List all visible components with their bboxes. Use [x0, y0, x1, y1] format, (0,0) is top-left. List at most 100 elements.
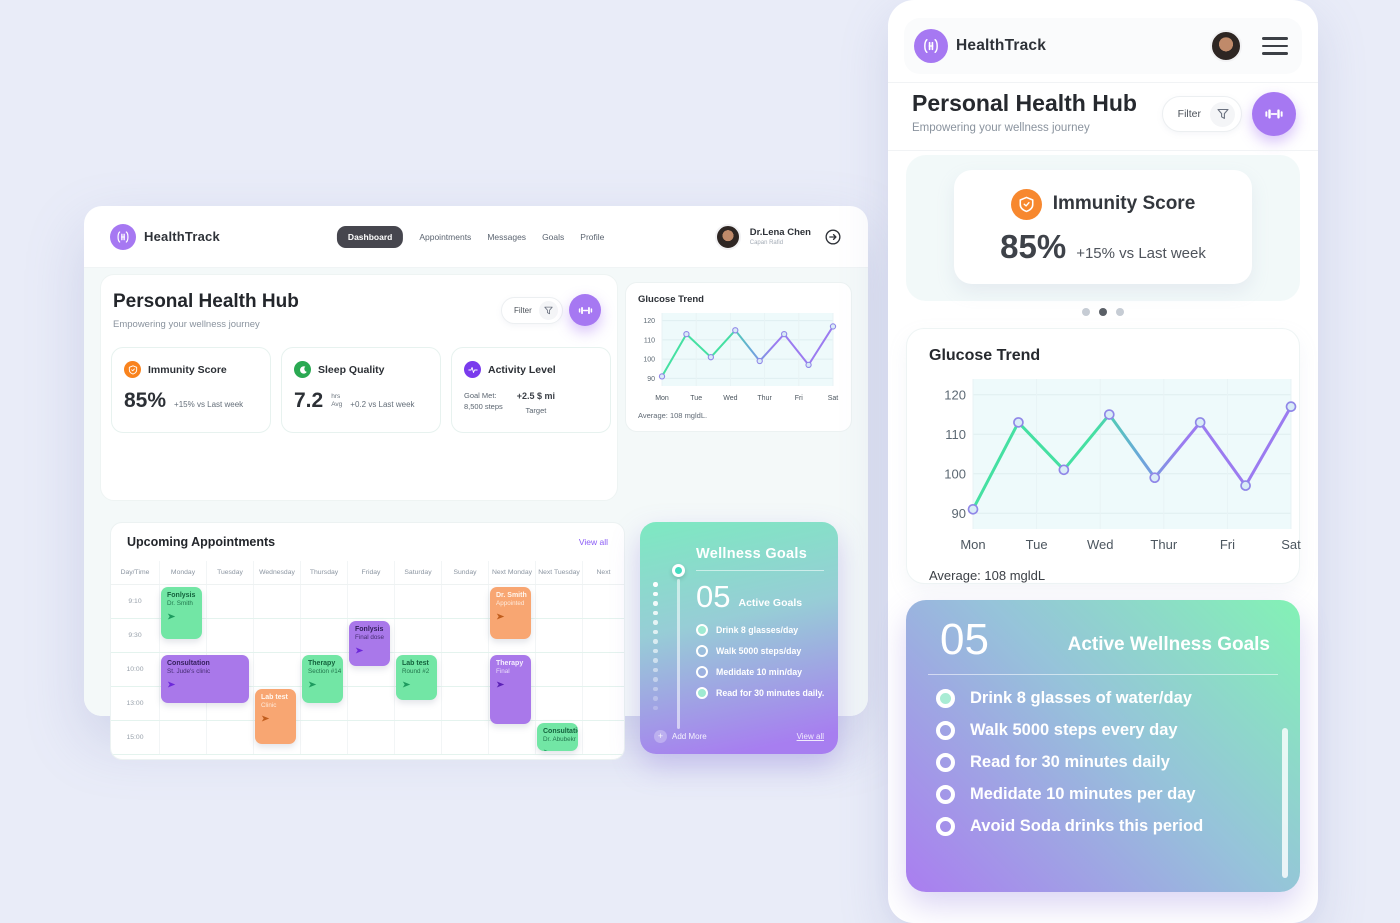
calendar-cell[interactable]	[582, 721, 624, 754]
menu-icon[interactable]	[1258, 33, 1292, 58]
appointment-card[interactable]: Therapy Final	[490, 655, 531, 724]
goal-item[interactable]: Drink 8 glasses of water/day	[936, 689, 1270, 708]
activity-level-card[interactable]: Activity Level Goal Met: 8,500 steps +2.…	[451, 347, 611, 433]
calendar-cell[interactable]	[394, 585, 441, 618]
calendar-cell[interactable]	[347, 687, 394, 720]
goal-item[interactable]: Medidate 10 min/day	[696, 666, 824, 678]
immunity-score-card[interactable]: Immunity Score 85% +15% vs Last week	[111, 347, 271, 433]
appointment-card[interactable]: Dr. Smith Appointed	[490, 587, 531, 639]
goal-unchecked-icon[interactable]	[696, 645, 708, 657]
calendar-cell[interactable]	[535, 721, 582, 754]
goal-item[interactable]: Walk 5000 steps every day	[936, 721, 1270, 740]
logout-icon[interactable]	[824, 228, 842, 246]
quick-action-button[interactable]	[569, 294, 601, 326]
goal-item[interactable]: Drink 8 glasses/day	[696, 624, 824, 636]
calendar-cell[interactable]	[300, 687, 347, 720]
goal-unchecked-icon[interactable]	[936, 785, 955, 804]
calendar-cell[interactable]	[535, 585, 582, 618]
appointments-view-all-link[interactable]: View all	[578, 537, 608, 547]
calendar-cell[interactable]	[347, 721, 394, 754]
calendar-cell[interactable]	[300, 619, 347, 652]
calendar-cell[interactable]	[394, 653, 441, 686]
calendar-cell[interactable]	[488, 653, 535, 686]
appointment-card[interactable]: Lab test Clinic	[255, 689, 296, 745]
goal-item[interactable]: Read for 30 minutes daily	[936, 753, 1270, 772]
calendar-cell[interactable]	[253, 585, 300, 618]
filter-button[interactable]: Filter	[501, 297, 563, 324]
calendar-cell[interactable]	[159, 653, 206, 686]
calendar-cell[interactable]	[582, 687, 624, 720]
add-more-button[interactable]: + Add More	[654, 730, 707, 743]
calendar-cell[interactable]	[300, 585, 347, 618]
calendar-cell[interactable]	[206, 721, 253, 754]
goal-item[interactable]: Read for 30 minutes daily.	[696, 687, 824, 699]
appointment-card[interactable]: Fonlysis Final dose	[349, 621, 390, 666]
quick-action-button[interactable]	[1252, 92, 1296, 136]
calendar-cell[interactable]	[535, 653, 582, 686]
nav-item-dashboard[interactable]: Dashboard	[336, 225, 404, 248]
goal-item[interactable]: Medidate 10 minutes per day	[936, 785, 1270, 804]
nav-item-appointments[interactable]: Appointments	[419, 231, 472, 242]
calendar-cell[interactable]	[441, 585, 488, 618]
calendar-cell[interactable]	[394, 687, 441, 720]
stats-carousel[interactable]: Immunity Score 85% +15% vs Last week	[906, 155, 1300, 301]
calendar-cell[interactable]	[253, 619, 300, 652]
scrollbar[interactable]	[1282, 728, 1288, 878]
calendar-cell[interactable]	[488, 585, 535, 618]
appointment-card[interactable]: Fonlysis Dr. Smith	[161, 587, 202, 639]
calendar-cell[interactable]	[582, 653, 624, 686]
goal-unchecked-icon[interactable]	[936, 721, 955, 740]
calendar-cell[interactable]	[347, 585, 394, 618]
filter-button[interactable]: Filter	[1161, 96, 1242, 132]
appointment-card[interactable]: Therapy Section #14	[302, 655, 343, 704]
calendar-cell[interactable]	[347, 653, 394, 686]
calendar-cell[interactable]	[206, 585, 253, 618]
sleep-quality-card[interactable]: Sleep Quality 7.2 hrs Avg +0.2 vs Last w…	[281, 347, 441, 433]
calendar-cell[interactable]	[347, 619, 394, 652]
calendar-cell[interactable]	[159, 687, 206, 720]
goal-item[interactable]: Walk 5000 steps/day	[696, 645, 824, 657]
calendar-cell[interactable]	[488, 687, 535, 720]
nav-item-messages[interactable]: Messages	[487, 231, 527, 242]
calendar-cell[interactable]	[253, 721, 300, 754]
calendar-cell[interactable]	[394, 721, 441, 754]
calendar-cell[interactable]	[488, 721, 535, 754]
user-menu[interactable]: Dr.Lena Chen Capan Rafid	[714, 223, 842, 250]
calendar-cell[interactable]	[441, 619, 488, 652]
calendar-cell[interactable]	[441, 687, 488, 720]
immunity-score-card[interactable]: Immunity Score 85% +15% vs Last week	[954, 170, 1252, 284]
goal-checked-icon[interactable]	[696, 687, 708, 699]
calendar-cell[interactable]	[206, 687, 253, 720]
calendar-cell[interactable]	[253, 687, 300, 720]
appointment-card[interactable]: ConsultationDr. Abubekr	[537, 723, 578, 751]
avatar[interactable]	[1210, 30, 1242, 62]
calendar-cell[interactable]	[206, 619, 253, 652]
carousel-dot[interactable]	[1082, 308, 1090, 316]
calendar-cell[interactable]	[535, 687, 582, 720]
calendar-cell[interactable]	[300, 721, 347, 754]
calendar-cell[interactable]	[488, 619, 535, 652]
calendar-cell[interactable]	[535, 619, 582, 652]
calendar-cell[interactable]	[159, 585, 206, 618]
calendar-cell[interactable]	[159, 619, 206, 652]
goal-checked-icon[interactable]	[936, 689, 955, 708]
app-logo[interactable]: HealthTrack	[110, 223, 220, 250]
goal-unchecked-icon[interactable]	[936, 753, 955, 772]
goals-view-all-link[interactable]: View all	[796, 732, 824, 741]
goal-item[interactable]: Avoid Soda drinks this period	[936, 817, 1270, 836]
calendar-cell[interactable]	[582, 619, 624, 652]
appointment-card[interactable]: Lab test Round #2	[396, 655, 437, 700]
slider-knob-icon[interactable]	[672, 564, 685, 577]
carousel-dot[interactable]	[1116, 308, 1124, 316]
goal-unchecked-icon[interactable]	[936, 817, 955, 836]
calendar-cell[interactable]	[300, 653, 347, 686]
nav-item-goals[interactable]: Goals	[542, 231, 565, 242]
app-logo-mobile[interactable]: HealthTrack	[914, 29, 1046, 63]
carousel-dot[interactable]	[1099, 308, 1107, 316]
calendar-cell[interactable]	[159, 721, 206, 754]
goal-unchecked-icon[interactable]	[696, 666, 708, 678]
goal-slider[interactable]	[672, 564, 685, 729]
appointment-card[interactable]: Consultation St. Jude's clinic	[161, 655, 249, 704]
avatar[interactable]	[714, 223, 741, 250]
calendar-cell[interactable]	[441, 721, 488, 754]
